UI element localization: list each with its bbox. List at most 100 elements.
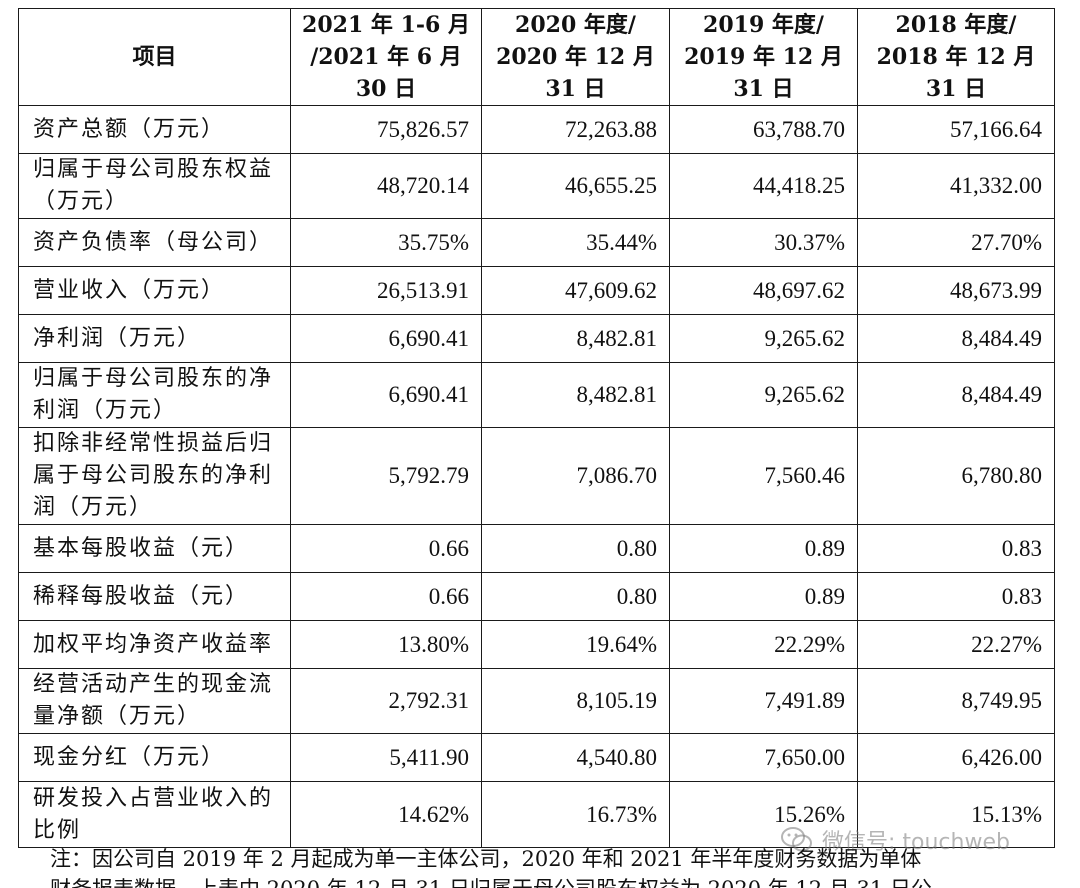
cell-value: 35.75% [290,218,482,267]
cell-value: 7,650.00 [669,733,858,782]
table-row: 归属于母公司股东的净 利润（万元） 6,690.41 8,482.81 9,265.62… [18,362,1055,428]
row-label-line: 研发投入占营业收入的 [33,785,274,811]
header-line: 2019 年 12 月 [684,44,843,70]
cell-value: 22.27% [857,620,1055,669]
header-line: 31 日 [925,76,987,102]
table-row: 归属于母公司股东权益 （万元） 48,720.14 46,655.25 44,418.2… [18,153,1055,219]
table-row: 扣除非经常性损益后归 属于母公司股东的净利 润（万元） 5,792.79 7,086.7… [18,427,1055,525]
cell-value: 63,788.70 [669,105,858,154]
row-label-line: 归属于母公司股东权益 [33,157,274,182]
row-label-line: 扣除非经常性损益后归 [33,431,274,456]
cell-value: 0.83 [857,524,1055,573]
cell-value: 8,482.81 [481,362,670,428]
cell-value: 0.83 [857,572,1055,621]
row-label: 资产总额（万元） [18,105,291,154]
cell-value: 44,418.25 [669,153,858,219]
table-row: 基本每股收益（元） 0.66 0.80 0.89 0.83 [18,524,1055,573]
cell-value: 7,086.70 [481,427,670,525]
row-label: 现金分红（万元） [18,733,291,782]
table-header-row: 项目 2021 年 1-6 月 /2021 年 6 月 30 日 2020 年度… [18,8,1055,106]
cell-value: 0.80 [481,524,670,573]
row-label-line: 比例 [33,817,82,843]
cell-value: 22.29% [669,620,858,669]
header-line: 2018 年 12 月 [876,44,1036,70]
cell-value: 2,792.31 [290,668,482,734]
row-label-line: 稀释每股收益（元） [33,583,250,609]
table-row: 资产负债率（母公司） 35.75% 35.44% 30.37% 27.70% [18,218,1055,267]
cell-value: 8,484.49 [857,314,1055,363]
cell-value: 27.70% [857,218,1055,267]
cell-value: 72,263.88 [481,105,670,154]
header-line: 2018 年度/ [895,12,1017,38]
row-label-line: 净利润（万元） [33,325,202,351]
cell-value: 6,690.41 [290,362,482,428]
cell-value: 9,265.62 [669,314,858,363]
footnote: 注：因公司自 2019 年 2 月起成为单一主体公司，2020 年和 2021 … [50,844,1050,888]
header-line: /2021 年 6 月 [310,44,462,70]
cell-value: 35.44% [481,218,670,267]
header-line: 31 日 [545,76,606,102]
row-label-line: 量净额（万元） [33,704,202,729]
row-label-line: 现金分红（万元） [33,744,226,770]
cell-value: 8,749.95 [857,668,1055,734]
row-label: 营业收入（万元） [18,266,291,315]
header-line: 31 日 [733,76,794,102]
footnote-line: 注：因公司自 2019 年 2 月起成为单一主体公司，2020 年和 2021 … [50,847,922,871]
cell-value: 0.66 [290,572,482,621]
header-line: 2019 年度/ [703,12,824,38]
row-label-line: 属于母公司股东的净利 [33,463,274,488]
cell-value: 0.89 [669,572,858,621]
cell-value: 4,540.80 [481,733,670,782]
cell-value: 48,673.99 [857,266,1055,315]
cell-value: 5,411.90 [290,733,482,782]
cell-value: 0.89 [669,524,858,573]
cell-value: 41,332.00 [857,153,1055,219]
row-label: 经营活动产生的现金流 量净额（万元） [18,668,291,734]
cell-value: 30.37% [669,218,858,267]
row-label-line: 资产负债率（母公司） [33,229,274,255]
row-label-line: 润（万元） [33,495,154,520]
cell-value: 5,792.79 [290,427,482,525]
table-row: 净利润（万元） 6,690.41 8,482.81 9,265.62 8,484.49 [18,314,1055,363]
cell-value: 7,560.46 [669,427,858,525]
header-period-2018: 2018 年度/ 2018 年 12 月 31 日 [857,8,1055,106]
cell-value: 47,609.62 [481,266,670,315]
watermark-text: 微信号: touchweb [822,830,1010,855]
cell-value: 15.13% [857,781,1055,848]
row-label-line: 经营活动产生的现金流 [33,672,274,697]
cell-value: 19.64% [481,620,670,669]
cell-value: 6,780.80 [857,427,1055,525]
wechat-watermark: 微信号: touchweb [780,822,1010,858]
header-period-2019: 2019 年度/ 2019 年 12 月 31 日 [669,8,858,106]
row-label-line: 归属于母公司股东的净 [33,366,274,391]
row-label-line: 加权平均净资产收益率 [33,631,274,657]
cell-value: 9,265.62 [669,362,858,428]
header-item: 项目 [18,8,291,106]
footnote-line: 财务报表数据，上表中 2020 年 12 月 31 日归属于母公司股东权益为 2… [50,874,1050,888]
cell-value: 6,690.41 [290,314,482,363]
table-row: 经营活动产生的现金流 量净额（万元） 2,792.31 8,105.19 7,491.8… [18,668,1055,734]
header-period-2021h1: 2021 年 1-6 月 /2021 年 6 月 30 日 [290,8,482,106]
cell-value: 75,826.57 [290,105,482,154]
header-period-2020: 2020 年度/ 2020 年 12 月 31 日 [481,8,670,106]
cell-value: 48,720.14 [290,153,482,219]
cell-value: 0.66 [290,524,482,573]
financial-summary-table: 项目 2021 年 1-6 月 /2021 年 6 月 30 日 2020 年度… [18,8,1055,848]
cell-value: 46,655.25 [481,153,670,219]
cell-value: 8,484.49 [857,362,1055,428]
row-label: 稀释每股收益（元） [18,572,291,621]
header-line: 2021 年 1-6 月 [302,12,470,38]
cell-value: 7,491.89 [669,668,858,734]
cell-value: 16.73% [481,781,670,848]
row-label-line: 营业收入（万元） [33,277,226,303]
table-row: 营业收入（万元） 26,513.91 47,609.62 48,697.62 48,67… [18,266,1055,315]
cell-value: 6,426.00 [857,733,1055,782]
wechat-icon [781,827,812,852]
table-row: 加权平均净资产收益率 13.80% 19.64% 22.29% 22.27% [18,620,1055,669]
cell-value: 48,697.62 [669,266,858,315]
row-label: 研发投入占营业收入的 比例 [18,781,291,848]
row-label: 归属于母公司股东的净 利润（万元） [18,362,291,428]
row-label: 净利润（万元） [18,314,291,363]
row-label: 加权平均净资产收益率 [18,620,291,669]
